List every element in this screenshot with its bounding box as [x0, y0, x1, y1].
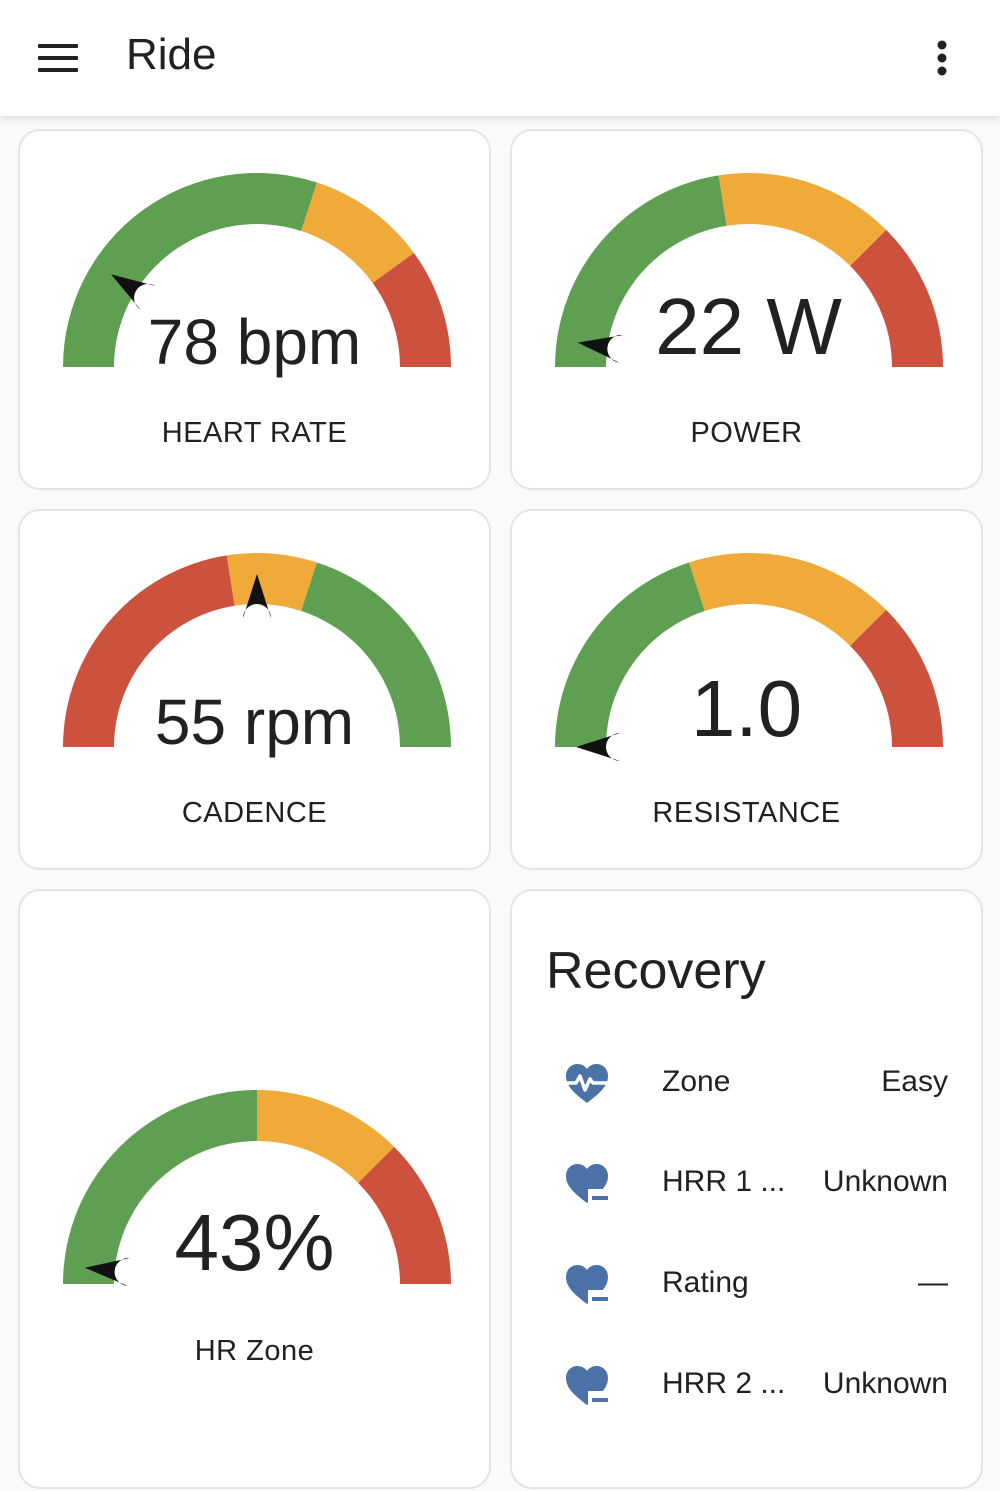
gauge-segment-red — [372, 252, 451, 367]
hr-zone-card[interactable]: 43% HR Zone — [18, 889, 491, 1489]
recovery-row-value: Unknown — [822, 1367, 948, 1400]
heart-rate-label: HEART RATE — [161, 417, 348, 449]
resistance-value: 1.0 — [690, 664, 803, 753]
power-gauge — [555, 173, 943, 367]
resistance-gauge — [555, 553, 943, 761]
gauge-segment-green — [301, 562, 451, 747]
recovery-row-value: Unknown — [822, 1165, 948, 1198]
recovery-row-hrr2[interactable]: HRR 2 ... Unknown — [512, 1351, 982, 1421]
hr-zone-value: 43% — [174, 1198, 335, 1287]
gauge-segment-green — [555, 562, 705, 747]
menu-icon[interactable] — [26, 26, 90, 90]
resistance-card[interactable]: 1.0 RESISTANCE — [510, 509, 983, 870]
gauge-segment-orange — [718, 173, 887, 266]
gauge-segment-red — [63, 555, 235, 747]
recovery-row-label: Rating — [662, 1266, 749, 1299]
gauge-segment-red — [850, 609, 943, 747]
cadence-value: 55 rpm — [154, 686, 355, 758]
power-card[interactable]: 22 W POWER — [510, 129, 983, 490]
gauge-segment-orange — [689, 553, 887, 646]
page-title: Ride — [126, 30, 217, 79]
gauge-segment-red — [358, 1146, 451, 1284]
heart-rate-gauge — [63, 172, 451, 367]
recovery-row-zone[interactable]: Zone Easy — [512, 1049, 982, 1119]
heart-minus-icon — [566, 1164, 610, 1205]
recovery-row-label: HRR 2 ... — [662, 1367, 786, 1400]
more-vert-icon[interactable] — [910, 26, 974, 90]
gauge-needle — [577, 334, 624, 363]
recovery-row-hrr1[interactable]: HRR 1 ... Unknown — [512, 1149, 982, 1219]
gauge-segment-red — [850, 229, 943, 367]
hr-zone-gauge — [63, 1090, 451, 1286]
cadence-label: CADENCE — [181, 797, 328, 829]
cadence-card[interactable]: 55 rpm CADENCE — [18, 509, 491, 870]
heart-rate-value: 78 bpm — [147, 306, 362, 378]
heart-rate-card[interactable]: 78 bpm HEART RATE — [18, 129, 491, 490]
recovery-card: Recovery Zone Easy HRR 1 ... Unknown Rat… — [510, 889, 983, 1489]
gauge-segment-green — [63, 172, 317, 367]
recovery-row-label: HRR 1 ... — [662, 1165, 786, 1198]
recovery-row-label: Zone — [662, 1065, 731, 1098]
recovery-title: Recovery — [546, 942, 766, 1000]
gauge-needle — [110, 274, 156, 310]
cadence-gauge — [63, 553, 451, 747]
gauge-segment-green — [555, 175, 727, 367]
recovery-row-value: — — [918, 1266, 948, 1299]
heart-minus-icon — [566, 1366, 610, 1407]
gauge-segment-orange — [257, 1090, 395, 1183]
gauge-needle — [243, 574, 271, 618]
heart-pulse-icon — [562, 1064, 612, 1103]
recovery-row-rating[interactable]: Rating — — [512, 1250, 982, 1320]
gauge-needle — [84, 1257, 130, 1286]
recovery-row-value: Easy — [881, 1065, 948, 1098]
resistance-label: RESISTANCE — [652, 797, 841, 829]
heart-minus-icon — [566, 1265, 610, 1306]
gauge-segment-orange — [301, 182, 414, 283]
power-label: POWER — [690, 417, 803, 449]
hr-zone-label: HR Zone — [194, 1335, 315, 1367]
app-bar: Ride — [0, 0, 1000, 116]
gauge-needle — [576, 733, 620, 761]
gauge-segment-green — [63, 1090, 257, 1284]
power-value: 22 W — [655, 282, 842, 371]
gauge-segment-orange — [226, 553, 317, 611]
